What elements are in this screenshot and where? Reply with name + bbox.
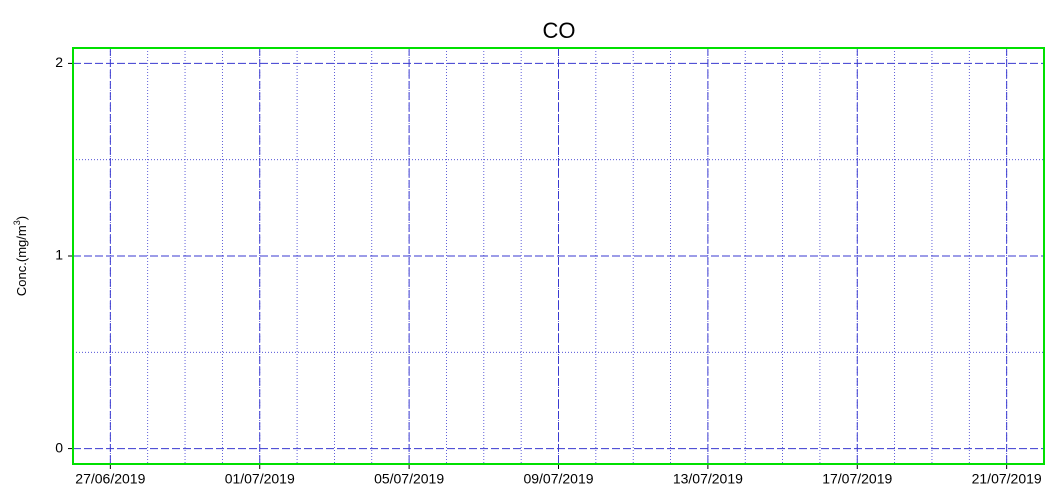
y-label-text: Conc.(mg/m — [14, 225, 29, 296]
y-label-end: ) — [14, 216, 29, 220]
y-tick-label: 0 — [55, 439, 63, 455]
x-tick-label: 13/07/2019 — [673, 471, 743, 484]
x-tick-label: 05/07/2019 — [374, 471, 444, 484]
x-tick-label: 21/07/2019 — [972, 471, 1042, 484]
y-tick-label: 1 — [55, 247, 63, 263]
x-tick-label: 17/07/2019 — [822, 471, 892, 484]
chart-title: CO — [543, 18, 576, 43]
y-tick-label: 2 — [55, 54, 63, 70]
plot-frame — [72, 47, 1045, 465]
x-tick-label: 09/07/2019 — [523, 471, 593, 484]
x-tick-label: 27/06/2019 — [75, 471, 145, 484]
x-tick-label: 01/07/2019 — [225, 471, 295, 484]
y-axis-label: Conc.(mg/m3) — [12, 216, 29, 296]
y-label-sup: 3 — [12, 220, 22, 225]
